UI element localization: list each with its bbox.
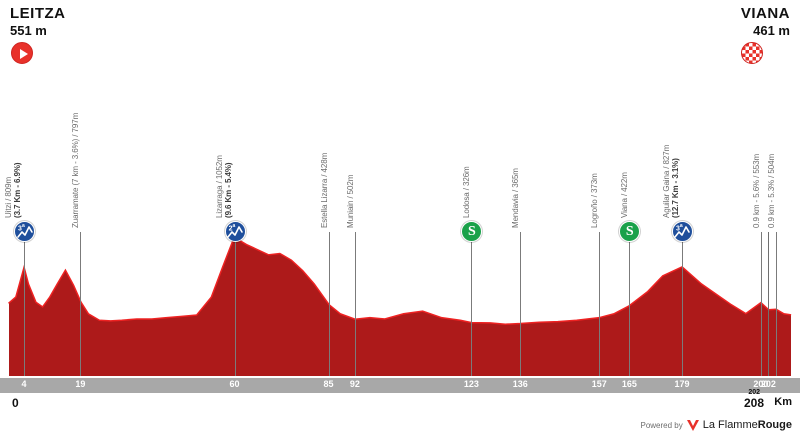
poi-label: 0.9 km - 5.3% / 504m bbox=[766, 153, 776, 228]
axis-tick-label: 136 bbox=[512, 379, 528, 389]
km-end-label: 208 bbox=[743, 396, 764, 410]
climb-category-badge[interactable]: 2a bbox=[224, 221, 246, 242]
axis-tick-label: 157 bbox=[591, 379, 607, 389]
poi-label: Muniain / 502m bbox=[345, 174, 355, 228]
start-badge bbox=[11, 42, 66, 64]
climb-category-label: 2a bbox=[228, 223, 236, 233]
poi-label-line1: Aguilar Gaina / 827m bbox=[661, 144, 671, 218]
sprint-letter-label: S bbox=[625, 223, 634, 239]
powered-by-credit[interactable]: Powered by La FlammeRouge bbox=[640, 419, 792, 431]
poi-label: Estella Lizarra / 428m bbox=[319, 152, 329, 228]
start-endpoint: LEITZA 551 m bbox=[10, 6, 66, 64]
mountain-squiggle-icon bbox=[227, 225, 243, 238]
mountain-squiggle-icon bbox=[16, 225, 33, 238]
distance-axis: 4 19 60 85 92 123 136 157 165 179 200 202 bbox=[0, 378, 800, 393]
poi-label-line1: Uitzi / 809m bbox=[4, 176, 14, 218]
poi-stem-line bbox=[328, 232, 330, 376]
start-altitude: 551 m bbox=[10, 23, 47, 38]
poi-label: Uitzi / 809m (3.7 Km - 6.9%) bbox=[4, 163, 22, 218]
poi-stem-line bbox=[775, 232, 777, 376]
axis-tick-label: 202 bbox=[760, 379, 776, 389]
sprint-point-badge[interactable]: S bbox=[461, 221, 483, 242]
powered-by-text: Powered by bbox=[640, 420, 683, 430]
axis-tick-label: 60 bbox=[229, 379, 240, 389]
finish-altitude: 461 m bbox=[753, 23, 790, 38]
chart-footer: 0 202 208 Km Powered by La FlammeRouge bbox=[0, 389, 800, 435]
poi-label: Zuarramate (7 km - 3.6%) / 797m bbox=[71, 112, 81, 228]
start-city-name: LEITZA bbox=[10, 5, 66, 22]
axis-tick-label: 165 bbox=[621, 379, 637, 389]
axis-tick-label: 200 bbox=[753, 379, 769, 389]
poi-label-line1: Lizarraga / 1052m bbox=[214, 155, 224, 218]
poi-stem-line bbox=[354, 232, 356, 376]
axis-tick-label: 92 bbox=[349, 379, 360, 389]
axis-tick-label: 85 bbox=[323, 379, 334, 389]
km-start-label: 0 bbox=[12, 396, 19, 410]
axis-tick-label: 19 bbox=[75, 379, 86, 389]
poi-stem-line bbox=[24, 232, 26, 376]
checkered-flag-icon bbox=[740, 42, 763, 64]
sprint-point-badge[interactable]: S bbox=[619, 221, 641, 242]
poi-stem-line bbox=[234, 232, 236, 376]
brand-light: La Flamme bbox=[702, 419, 758, 431]
poi-label-line2: (12.7 Km - 3.1%) bbox=[670, 158, 680, 218]
poi-stem-line bbox=[599, 232, 601, 376]
climb-category-label: 3a bbox=[675, 223, 683, 233]
finish-city-name: VIANA bbox=[740, 5, 790, 22]
poi-stem-line bbox=[471, 232, 473, 376]
mountain-squiggle-icon bbox=[674, 225, 691, 238]
poi-label-line2: (3.7 Km - 6.9%) bbox=[13, 162, 23, 218]
flamme-rouge-kite-icon bbox=[686, 419, 699, 431]
gridline bbox=[768, 232, 770, 376]
poi-stem-line bbox=[760, 232, 762, 376]
poi-stem-line bbox=[80, 232, 82, 376]
km-unit-label: Km bbox=[774, 396, 792, 408]
poi-label: Lizarraga / 1052m (9.6 Km - 5.4%) bbox=[215, 155, 233, 218]
elevation-fill bbox=[9, 238, 791, 376]
finish-endpoint: VIANA 461 m bbox=[740, 5, 790, 64]
axis-tick-label: 123 bbox=[463, 379, 479, 389]
sprint-letter-label: S bbox=[468, 223, 476, 239]
poi-label-line2: (9.6 Km - 5.4%) bbox=[223, 162, 233, 218]
finish-badge bbox=[740, 42, 790, 64]
brand-name: La FlammeRouge bbox=[703, 419, 792, 431]
poi-label: Aguilar Gaina / 827m (12.7 Km - 3.1%) bbox=[662, 145, 680, 218]
climb-category-label: 3a bbox=[18, 223, 25, 233]
climb-category-badge[interactable]: 3a bbox=[14, 221, 36, 242]
brand-bold: Rouge bbox=[757, 419, 792, 431]
axis-tick-label: 4 bbox=[21, 379, 27, 389]
poi-stem-line bbox=[681, 232, 683, 376]
km-penultimate-label: 202 bbox=[748, 389, 760, 396]
poi-stem-line bbox=[629, 232, 631, 376]
play-circle-icon bbox=[11, 42, 33, 64]
poi-label: Lodosa / 326m bbox=[462, 166, 472, 218]
climb-category-badge[interactable]: 3a bbox=[671, 221, 693, 242]
poi-stem-line bbox=[520, 232, 522, 376]
poi-label: 0.9 km - 5.6% / 553m bbox=[751, 153, 761, 228]
poi-label: Mendavia / 365m bbox=[511, 168, 521, 228]
axis-tick-label: 179 bbox=[674, 379, 690, 389]
poi-label: Logroño / 373m bbox=[590, 173, 600, 228]
poi-label: Viana / 422m bbox=[620, 172, 630, 218]
